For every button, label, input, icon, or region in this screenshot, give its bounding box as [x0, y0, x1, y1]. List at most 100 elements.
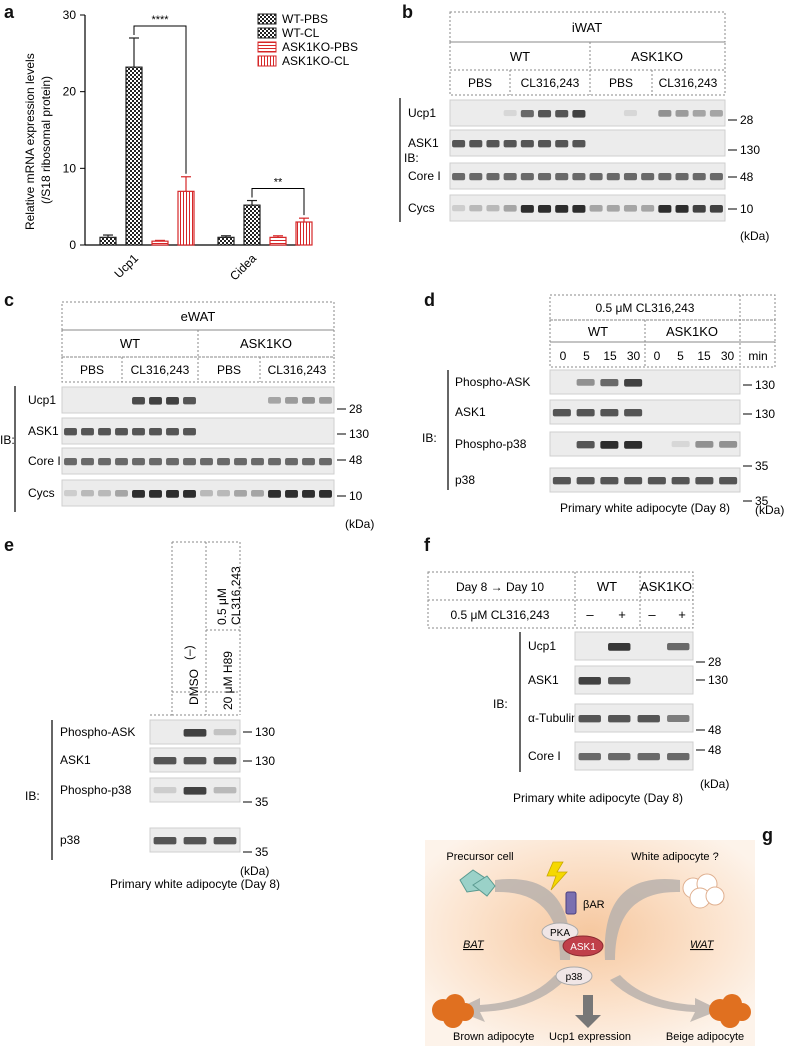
- blot-band: [319, 490, 332, 498]
- blot-band: [520, 205, 534, 213]
- treatment-1: PBS: [80, 363, 104, 377]
- marker-label: 10: [740, 202, 754, 216]
- blot-band: [115, 428, 128, 436]
- blot-strip: [574, 631, 694, 661]
- treatment-4: CL316,243: [268, 363, 327, 377]
- marker-label: 130: [708, 673, 728, 687]
- blot-row-label: Core I: [28, 454, 61, 468]
- blot-band: [132, 458, 145, 466]
- panel-label-c: c: [4, 290, 15, 310]
- blot-band: [589, 205, 603, 212]
- panel-g-diagram: Precursor cell White adipocyte ? βAR BAT…: [425, 840, 755, 1046]
- genotype-ask1ko: ASK1KO: [240, 336, 292, 351]
- blot-band: [469, 205, 483, 212]
- ask1-oval: [562, 935, 604, 957]
- blot-row-label: ASK1: [28, 424, 59, 438]
- blot-band: [555, 173, 569, 181]
- category-label: Ucp1: [111, 251, 141, 281]
- blot-band: [98, 428, 111, 436]
- down-arrow: [575, 995, 601, 1028]
- blot-band: [469, 173, 483, 181]
- column-h89: 20 μM H89: [221, 651, 235, 710]
- significance-brackets: ******: [133, 14, 305, 216]
- ask1-label: ASK1: [570, 942, 596, 953]
- blot-band: [623, 205, 637, 212]
- panel-label-a: a: [4, 2, 15, 22]
- blot-band: [709, 205, 723, 213]
- significance-label: **: [274, 177, 283, 189]
- blot-row-label: Phospho-p38: [60, 783, 132, 797]
- panel-e-blot: (–) 0.5 μM CL316,243 DMSO 20 μM H89 IB: …: [25, 541, 280, 890]
- blot-band: [667, 715, 690, 722]
- blot-row-label: ASK1: [455, 405, 486, 419]
- panel-label-e: e: [4, 535, 15, 555]
- blot-band: [132, 428, 145, 436]
- blot-band: [183, 837, 207, 845]
- marker-label: 130: [740, 143, 760, 157]
- blot-band: [153, 757, 177, 765]
- blot-band: [81, 458, 94, 466]
- legend-label: ASK1KO-PBS: [282, 40, 358, 54]
- brown-adipocyte-icon: [432, 994, 474, 1028]
- treatment-signs: – + – +: [586, 607, 685, 622]
- blot-row-label: p38: [60, 833, 80, 847]
- marker-label: 35: [255, 795, 269, 809]
- genotype-ask1ko: ASK1KO: [666, 324, 718, 339]
- marker-label: 48: [708, 743, 722, 757]
- blot-strip: [549, 399, 741, 425]
- blot-band: [149, 490, 162, 498]
- blot-band: [200, 490, 213, 497]
- blot-band: [608, 643, 631, 651]
- y-tick-label: 0: [69, 238, 76, 252]
- blot-band: [520, 140, 534, 148]
- precursor-cell-icon: [459, 869, 496, 897]
- blot-band: [647, 477, 666, 485]
- panel-c-blot: eWAT WT ASK1KO PBS CL316,243 PBS CL316,2…: [0, 301, 374, 531]
- blot-band: [572, 140, 586, 148]
- blot-band: [64, 490, 77, 497]
- panel-label-d: d: [424, 290, 435, 310]
- ib-label: IB:: [493, 697, 508, 711]
- blot-band: [576, 441, 595, 449]
- marker-label: 10: [349, 489, 363, 503]
- blot-band: [520, 110, 534, 118]
- blot-band: [81, 490, 94, 497]
- blot-band: [624, 409, 643, 417]
- blot-band: [608, 715, 631, 723]
- treatment-sign: +: [678, 607, 686, 622]
- blot-band: [302, 397, 315, 404]
- legend-swatch: [257, 13, 277, 25]
- panel-d-blot: 0.5 μM CL316,243 WT ASK1KO 0 5 15 30 0 5 15 30 …: [422, 294, 784, 517]
- time-point-label: 15: [697, 349, 711, 363]
- blot-row-label: Ucp1: [528, 639, 556, 653]
- blot-band: [469, 140, 483, 148]
- bars: [99, 37, 313, 246]
- blot-band: [213, 757, 237, 765]
- blot-band: [719, 477, 738, 485]
- blot-band: [268, 458, 281, 466]
- blot-band: [251, 490, 264, 497]
- bar: [269, 236, 287, 246]
- treatment-sign: –: [648, 607, 656, 622]
- genotype-wt: WT: [510, 49, 530, 64]
- time-point-label: 5: [583, 349, 590, 363]
- pka-label: PKA: [550, 928, 570, 939]
- blot-band: [624, 441, 643, 449]
- blot-band: [692, 110, 706, 117]
- marker-label: 130: [255, 725, 275, 739]
- time-unit: min: [748, 349, 767, 363]
- blot-rows: Ucp1 28 ASK1 130 Core I 48 Cycs 10: [408, 99, 760, 222]
- blot-band: [623, 173, 637, 181]
- significance-bracket: [133, 25, 187, 174]
- blot-band: [166, 397, 179, 405]
- significance-label: ****: [151, 14, 169, 26]
- blot-band: [600, 379, 619, 387]
- blot-band: [183, 397, 196, 405]
- category-label: Cidea: [227, 251, 259, 283]
- blot-band: [719, 441, 738, 448]
- blot-band: [183, 729, 207, 737]
- blot-band: [671, 477, 690, 485]
- blot-band: [538, 205, 552, 213]
- blot-band: [637, 715, 660, 723]
